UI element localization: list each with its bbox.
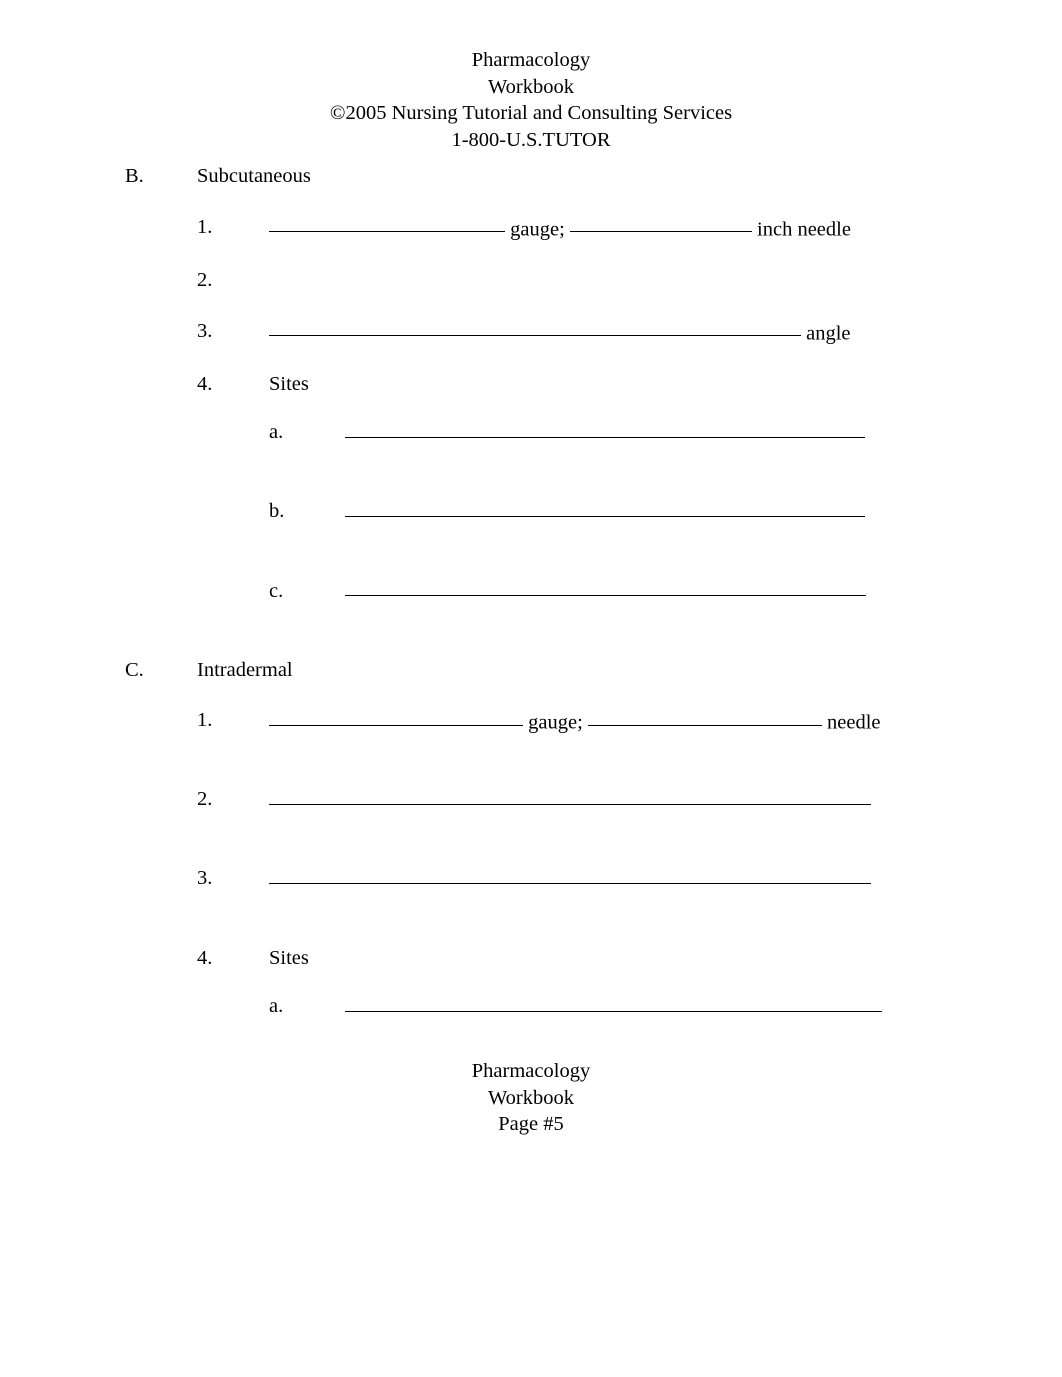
footer: Pharmacology Workbook Page #5 bbox=[125, 1059, 937, 1137]
blank-b4a[interactable] bbox=[345, 417, 865, 438]
item-b4-num: 4. bbox=[197, 372, 269, 646]
item-b4-label: Sites bbox=[269, 372, 937, 397]
footer-subtitle: Workbook bbox=[125, 1086, 937, 1111]
header-title: Pharmacology bbox=[125, 48, 937, 73]
item-b4: 4. Sites a. b. c. bbox=[197, 372, 937, 646]
item-b1-mid: gauge; bbox=[505, 218, 570, 240]
header-copyright: ©2005 Nursing Tutorial and Consulting Se… bbox=[125, 101, 937, 126]
subitem-b4c-letter: c. bbox=[269, 579, 345, 606]
footer-page: Page #5 bbox=[125, 1112, 937, 1137]
item-c4-label: Sites bbox=[269, 946, 937, 971]
item-b2-num: 2. bbox=[197, 268, 269, 293]
item-b1-body: gauge; inch needle bbox=[269, 215, 937, 242]
header-phone: 1-800-U.S.TUTOR bbox=[125, 128, 937, 153]
item-c3-num: 3. bbox=[197, 866, 269, 893]
subitem-c4a: a. bbox=[269, 994, 937, 1021]
item-b1-tail: inch needle bbox=[752, 218, 851, 240]
section-c: C. Intradermal 1. gauge; needle 2. 3. 4.… bbox=[125, 658, 937, 1022]
header: Pharmacology Workbook ©2005 Nursing Tuto… bbox=[125, 48, 937, 152]
item-c3: 3. bbox=[197, 866, 937, 893]
item-c1-tail: needle bbox=[822, 712, 881, 734]
subitem-b4a: a. bbox=[269, 420, 937, 447]
section-b-letter: B. bbox=[125, 164, 197, 645]
blank-c3[interactable] bbox=[269, 863, 871, 884]
blank-b4b[interactable] bbox=[345, 496, 865, 517]
item-b3-num: 3. bbox=[197, 319, 269, 346]
item-c1-mid: gauge; bbox=[523, 712, 588, 734]
subitem-c4a-letter: a. bbox=[269, 994, 345, 1021]
item-c1-num: 1. bbox=[197, 708, 269, 735]
header-subtitle: Workbook bbox=[125, 75, 937, 100]
item-b1: 1. gauge; inch needle bbox=[197, 215, 937, 242]
blank-c4a[interactable] bbox=[345, 991, 882, 1012]
subitem-b4b: b. bbox=[269, 499, 937, 526]
item-b3: 3. angle bbox=[197, 319, 937, 346]
section-b-title: Subcutaneous bbox=[197, 164, 937, 189]
item-c2: 2. bbox=[197, 787, 937, 814]
item-c2-num: 2. bbox=[197, 787, 269, 814]
item-b3-body: angle bbox=[269, 319, 937, 346]
item-c4: 4. Sites a. bbox=[197, 946, 937, 1022]
item-c4-num: 4. bbox=[197, 946, 269, 1022]
blank-c1-2[interactable] bbox=[588, 705, 822, 726]
section-b: B. Subcutaneous 1. gauge; inch needle 2.… bbox=[125, 164, 937, 645]
item-b1-num: 1. bbox=[197, 215, 269, 242]
subitem-b4b-letter: b. bbox=[269, 499, 345, 526]
item-c1: 1. gauge; needle bbox=[197, 708, 937, 735]
item-b2: 2. bbox=[197, 268, 937, 293]
footer-title: Pharmacology bbox=[125, 1059, 937, 1084]
blank-b1-1[interactable] bbox=[269, 212, 505, 233]
subitem-b4c: c. bbox=[269, 579, 937, 606]
blank-c2[interactable] bbox=[269, 784, 871, 805]
blank-b1-2[interactable] bbox=[570, 212, 752, 233]
section-c-letter: C. bbox=[125, 658, 197, 1022]
section-c-title: Intradermal bbox=[197, 658, 937, 683]
blank-c1-1[interactable] bbox=[269, 705, 523, 726]
item-c1-body: gauge; needle bbox=[269, 708, 937, 735]
subitem-b4a-letter: a. bbox=[269, 420, 345, 447]
item-b3-tail: angle bbox=[801, 322, 851, 344]
blank-b3[interactable] bbox=[269, 316, 801, 337]
blank-b4c[interactable] bbox=[345, 576, 866, 597]
